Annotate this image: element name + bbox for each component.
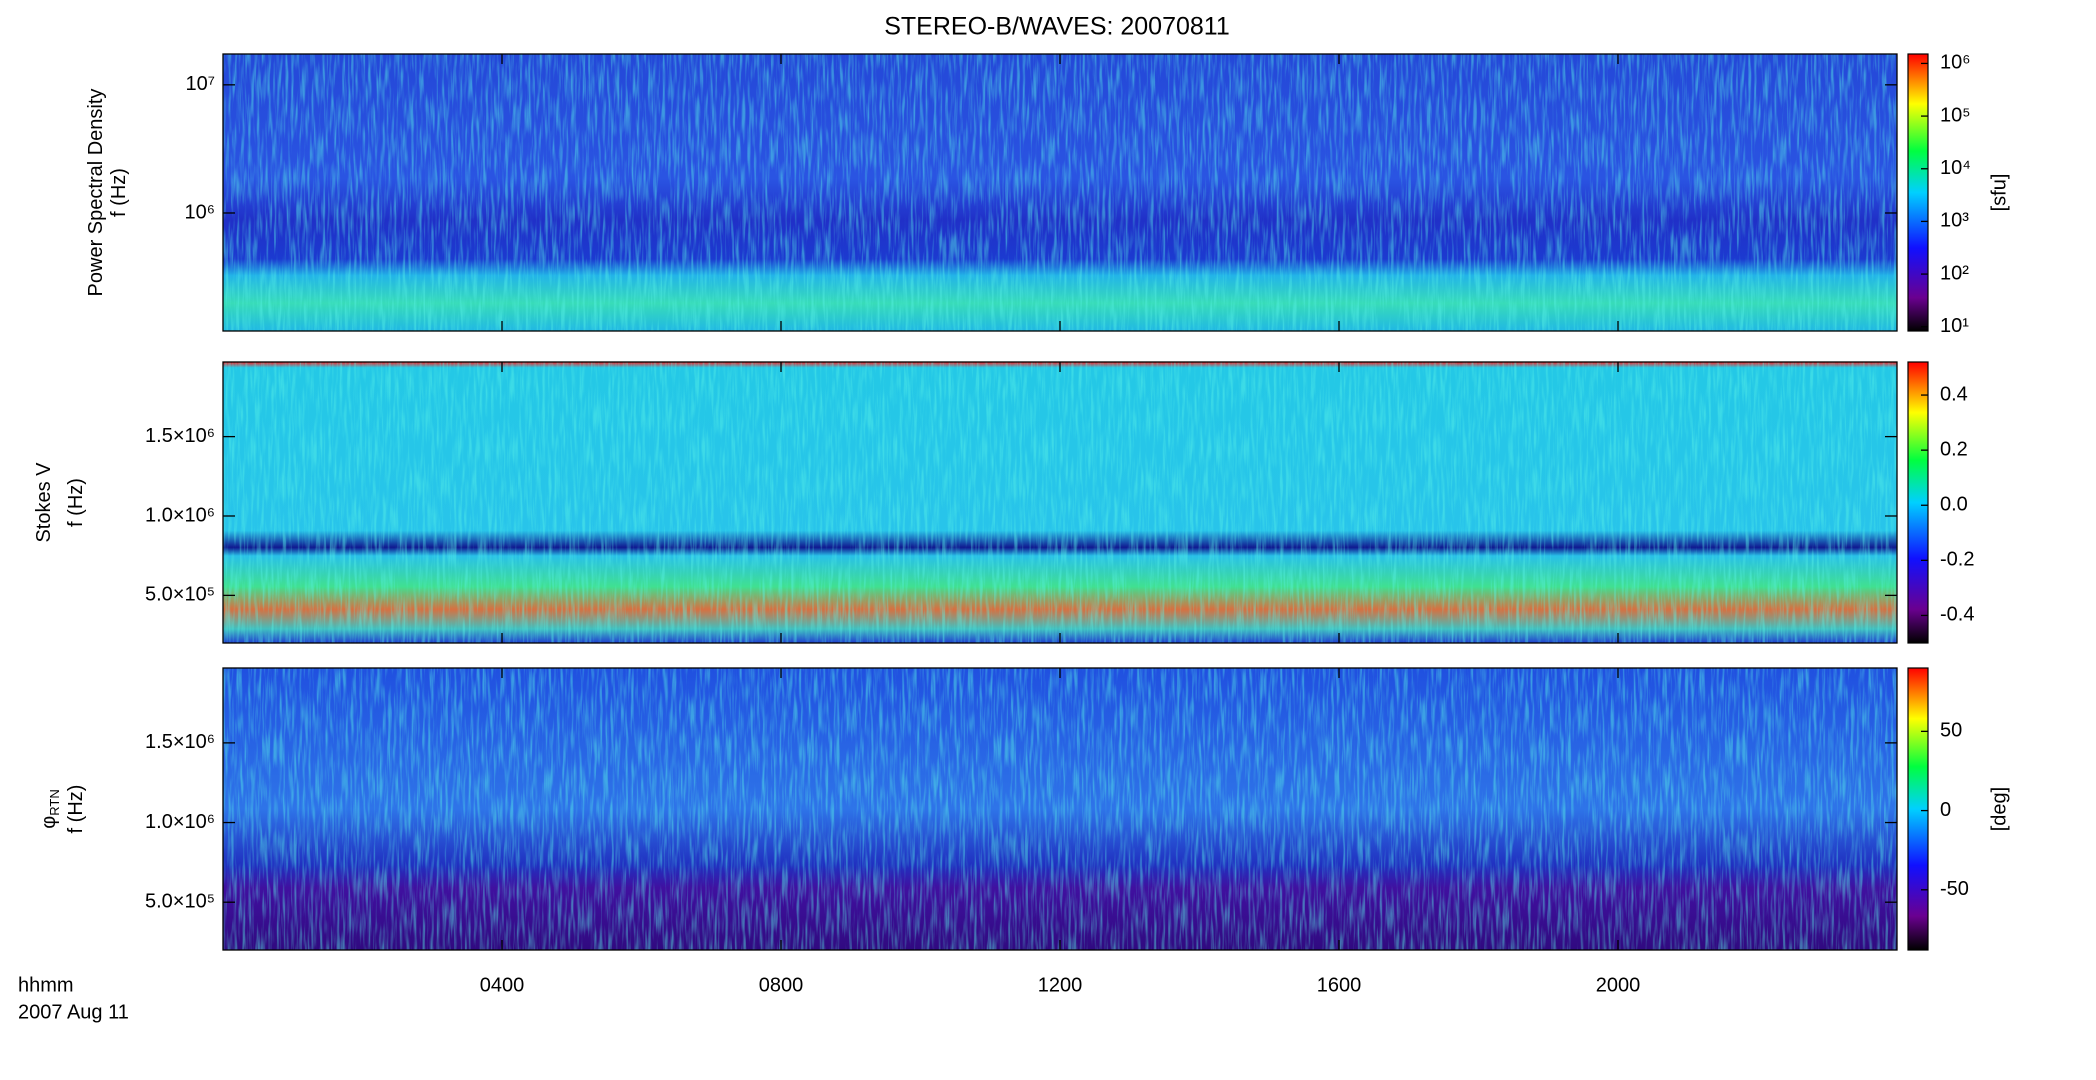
colorbar-tick-label: 0.4 [1940,383,1968,405]
colorbar-tick-label: 10⁴ [1940,157,1971,179]
y-axis-label-subscript: RTN [47,789,62,815]
x-tick-label: 1200 [1038,974,1083,996]
y-axis-label-text: f (Hz) [108,168,130,217]
y-axis-label-text: Stokes V [33,462,55,543]
x-tick-label: 1600 [1317,974,1362,996]
colorbar-tick-label: 10⁵ [1940,104,1971,126]
y-axis-label: f (Hz) [108,168,130,217]
colorbar-tick-label: 0.2 [1940,438,1968,460]
chart-title: STEREO-B/WAVES: 20070811 [884,13,1230,41]
y-tick-label: 10⁷ [186,73,215,95]
x-tick-label: 0400 [480,974,525,996]
y-tick-label: 1.0×10⁶ [145,811,215,833]
colorbar-label: [sfu] [1988,174,2010,212]
colorbar [1907,53,1929,332]
spectrogram-texture [223,668,1897,950]
colorbar-tick-label: 10¹ [1940,315,1969,337]
spectrogram-texture [223,54,1897,331]
x-tick-label: 2000 [1596,974,1641,996]
y-axis-label: Stokes V [33,462,55,543]
colorbar [1907,361,1929,644]
y-tick-label: 1.5×10⁶ [145,425,215,447]
x-axis-label: hhmm [18,974,74,996]
y-tick-label: 10⁶ [185,201,215,223]
colorbar-label: [deg] [1988,787,2010,831]
y-tick-label: 1.5×10⁶ [145,731,215,753]
y-tick-label: 1.0×10⁶ [145,504,215,526]
colorbar-tick-label: -0.2 [1940,549,1974,571]
y-axis-label: φRTN [38,789,62,828]
colorbar-tick-label: 10⁶ [1940,52,1970,74]
y-axis-label: f (Hz) [65,478,87,527]
colorbar-tick-label: 0.0 [1940,494,1968,516]
y-axis-label-text: f (Hz) [65,785,87,834]
y-tick-label: 5.0×10⁵ [145,890,215,912]
y-tick-label: 5.0×10⁵ [145,584,215,606]
x-tick-label: 0800 [759,974,804,996]
colorbar [1907,667,1929,951]
date-label: 2007 Aug 11 [18,1001,129,1023]
colorbar-tick-label: -50 [1940,878,1969,900]
spectrogram-texture [223,362,1897,643]
colorbar-tick-label: 10³ [1940,210,1969,232]
y-axis-label: Power Spectral Density [85,89,107,297]
colorbar-tick-label: -0.4 [1940,604,1974,626]
colorbar-tick-label: 0 [1940,799,1951,821]
y-axis-label-text: Power Spectral Density [85,89,107,297]
colorbar-tick-label: 50 [1940,720,1962,742]
y-axis-label: f (Hz) [65,785,87,834]
y-axis-label-text: φ [38,816,60,829]
colorbar-tick-label: 10² [1940,262,1969,284]
y-axis-label-text: f (Hz) [65,478,87,527]
